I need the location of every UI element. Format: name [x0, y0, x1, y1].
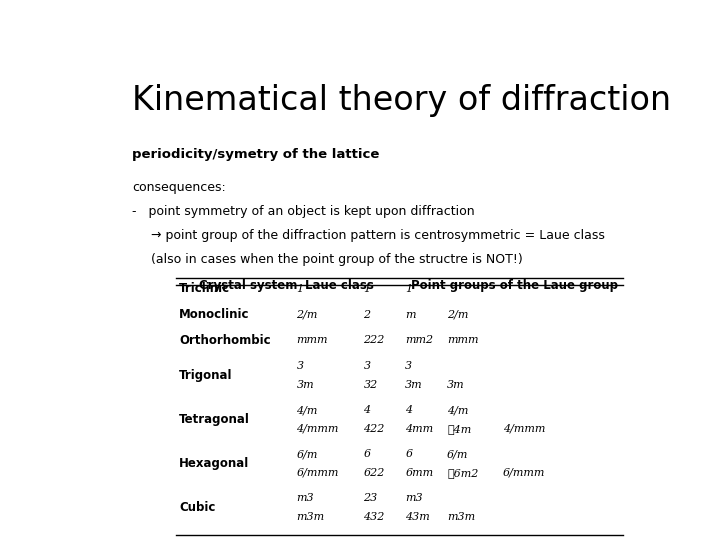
Text: 23: 23 — [364, 494, 378, 503]
Text: consequences:: consequences: — [132, 181, 225, 194]
Text: ͂6m2: ͂6m2 — [447, 468, 479, 478]
Text: mm2: mm2 — [405, 335, 433, 346]
Text: m3: m3 — [297, 494, 314, 503]
Text: 1: 1 — [405, 284, 413, 294]
Text: → point group of the diffraction pattern is centrosymmetric = Laue class: → point group of the diffraction pattern… — [151, 230, 606, 242]
Text: Triclinic: Triclinic — [179, 282, 230, 295]
Text: Trigonal: Trigonal — [179, 369, 233, 382]
Text: 6/m: 6/m — [297, 449, 318, 460]
Text: 3: 3 — [364, 361, 371, 372]
Text: m3m: m3m — [297, 512, 325, 522]
Text: ͂4m: ͂4m — [447, 423, 472, 434]
Text: 2/m: 2/m — [447, 310, 469, 320]
Text: 3m: 3m — [447, 380, 464, 389]
Text: 6: 6 — [364, 449, 371, 460]
Text: mmm: mmm — [297, 335, 328, 346]
Text: 4: 4 — [405, 406, 413, 415]
Text: 43m: 43m — [405, 512, 430, 522]
Text: m3: m3 — [405, 494, 423, 503]
Text: 4/mmm: 4/mmm — [503, 423, 545, 434]
Text: periodicity/symetry of the lattice: periodicity/symetry of the lattice — [132, 148, 379, 161]
Text: 6/mmm: 6/mmm — [503, 468, 545, 478]
Text: 422: 422 — [364, 423, 384, 434]
Text: 4: 4 — [364, 406, 371, 415]
Text: 3: 3 — [405, 361, 413, 372]
Text: 3m: 3m — [297, 380, 314, 389]
Text: m3m: m3m — [447, 512, 475, 522]
Text: 6/mmm: 6/mmm — [297, 468, 339, 478]
Text: Laue class: Laue class — [305, 279, 374, 292]
Text: Orthorhombic: Orthorhombic — [179, 334, 271, 347]
Text: mmm: mmm — [447, 335, 479, 346]
Text: 4/m: 4/m — [297, 406, 318, 415]
Text: 3m: 3m — [405, 380, 423, 389]
Text: 1: 1 — [297, 284, 304, 294]
Text: 432: 432 — [364, 512, 384, 522]
Text: Hexagonal: Hexagonal — [179, 457, 250, 470]
Text: Crystal system: Crystal system — [199, 279, 297, 292]
Text: 1: 1 — [364, 284, 371, 294]
Text: Monoclinic: Monoclinic — [179, 308, 250, 321]
Text: -   point symmetry of an object is kept upon diffraction: - point symmetry of an object is kept up… — [132, 205, 474, 218]
Text: 32: 32 — [364, 380, 378, 389]
Text: 4/m: 4/m — [447, 406, 469, 415]
Text: 4/mmm: 4/mmm — [297, 423, 339, 434]
Text: m: m — [405, 310, 415, 320]
Text: (also in cases when the point group of the structre is NOT!): (also in cases when the point group of t… — [151, 253, 523, 266]
Text: Tetragonal: Tetragonal — [179, 413, 250, 426]
Text: Cubic: Cubic — [179, 501, 216, 514]
Text: 222: 222 — [364, 335, 384, 346]
Text: 6/m: 6/m — [447, 449, 469, 460]
Text: 2: 2 — [364, 310, 371, 320]
Text: 3: 3 — [297, 361, 304, 372]
Text: Point groups of the Laue group: Point groups of the Laue group — [411, 279, 618, 292]
Text: 6: 6 — [405, 449, 413, 460]
Text: 4mm: 4mm — [405, 423, 433, 434]
Text: 622: 622 — [364, 468, 384, 478]
Text: 6mm: 6mm — [405, 468, 433, 478]
Text: 2/m: 2/m — [297, 310, 318, 320]
Text: Kinematical theory of diffraction: Kinematical theory of diffraction — [132, 84, 671, 117]
